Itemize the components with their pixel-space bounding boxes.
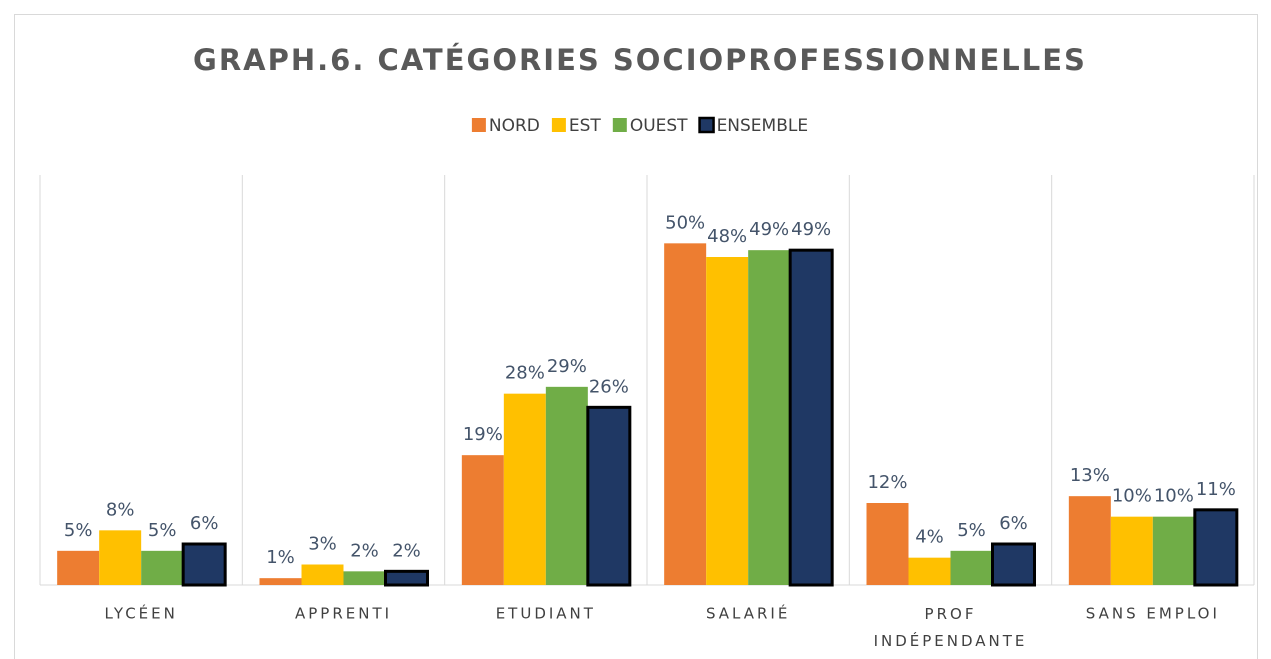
legend-swatch (471, 118, 486, 132)
data-label: 8% (106, 499, 135, 520)
bar (141, 550, 184, 585)
legend-label: ENSEMBLE (717, 116, 809, 136)
data-label: 13% (1070, 465, 1110, 486)
bar (1152, 516, 1195, 585)
data-label: 48% (707, 226, 747, 247)
data-label: 3% (308, 534, 337, 555)
bar (748, 250, 791, 585)
legend-swatch (698, 116, 715, 134)
data-label: 50% (665, 212, 705, 233)
legend-label: OUEST (630, 116, 688, 136)
legend-swatch (551, 118, 566, 132)
bar (991, 542, 1036, 587)
x-tick-label: SANS EMPLOI (1086, 605, 1220, 623)
bar (99, 530, 142, 585)
data-label: 28% (505, 363, 545, 384)
x-tick-label: ETUDIANT (496, 605, 596, 623)
data-label: 4% (915, 527, 944, 548)
bar (1110, 516, 1153, 585)
bar (181, 542, 227, 587)
data-label: 29% (547, 356, 587, 377)
data-label: 6% (190, 513, 219, 534)
data-label: 11% (1196, 479, 1236, 500)
bar (545, 386, 588, 585)
data-label: 49% (791, 219, 831, 240)
bar (461, 455, 504, 585)
bar (1068, 496, 1111, 585)
bar (788, 248, 834, 587)
bar (1193, 508, 1239, 587)
bar (586, 405, 632, 587)
data-label: 49% (749, 219, 789, 240)
data-label: 10% (1154, 486, 1194, 507)
data-label: 5% (957, 520, 986, 541)
data-label: 26% (589, 376, 629, 397)
legend: NORD EST OUEST ENSEMBLE (471, 116, 809, 136)
x-tick-label: APPRENTI (295, 605, 392, 623)
data-label: 1% (266, 547, 295, 568)
bar (664, 243, 707, 586)
data-label: 19% (463, 424, 503, 445)
data-label: 2% (350, 540, 379, 561)
bar (503, 393, 546, 585)
bar (908, 557, 951, 585)
bar (343, 571, 386, 585)
data-label: 5% (64, 520, 93, 541)
x-tick-label: SALARIÉ (706, 604, 790, 623)
chart-title: GRAPH.6. CATÉGORIES SOCIOPROFESSIONNELLE… (193, 43, 1087, 77)
bar (950, 550, 993, 585)
bar (301, 564, 344, 585)
data-label: 6% (999, 513, 1028, 534)
data-label: 10% (1112, 486, 1152, 507)
x-tick-label: LYCÉEN (104, 604, 177, 623)
x-tick-label: PROF INDÉPENDANTE (874, 605, 1028, 650)
bar (57, 550, 100, 585)
bar (706, 257, 749, 585)
bar (384, 569, 429, 587)
data-label: 12% (867, 472, 907, 493)
data-label: 5% (148, 520, 177, 541)
legend-label: EST (569, 116, 602, 136)
data-label: 2% (392, 540, 421, 561)
bar (259, 578, 302, 585)
bar (866, 503, 909, 585)
legend-swatch (612, 118, 627, 132)
legend-label: NORD (489, 116, 540, 136)
